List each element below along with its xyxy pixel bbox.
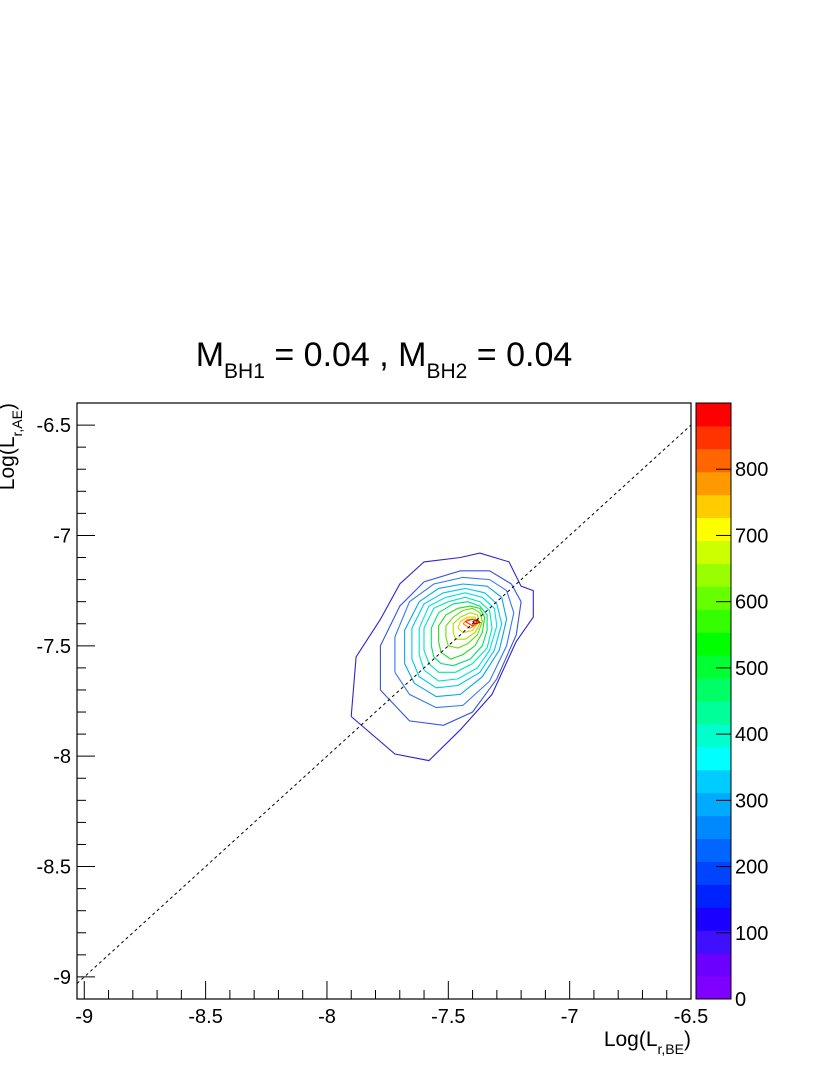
color-scale: 0 100 200 300 400 500 600 700 800 (695, 402, 768, 1011)
color-scale-label: 600 (735, 592, 768, 614)
contour-line-8 (430, 601, 488, 667)
color-band (696, 540, 731, 564)
y-tick-label: -7 (53, 525, 71, 547)
contour-line-15 (472, 619, 482, 625)
contour-line-5 (411, 587, 503, 689)
color-scale-label: 700 (735, 525, 768, 547)
color-scale-label: 200 (735, 857, 768, 879)
color-scale-label: 400 (735, 724, 768, 746)
x-axis: -9 -8.5 -8 -7.5 -7 -6.5 (75, 981, 708, 1028)
y-tick-label: -7.5 (37, 636, 71, 658)
chart-title: MBH1 = 0.04 , MBH2 = 0.04 (196, 336, 573, 383)
color-band (696, 678, 731, 702)
plot-area (76, 402, 692, 1000)
x-axis-label: Log(Lr,BE) (604, 1028, 691, 1057)
color-scale-label: 300 (735, 790, 768, 812)
color-band (696, 769, 731, 794)
y-axis: -6.5 -7 -7.5 -8 -8.5 -9 (37, 402, 95, 989)
color-band (696, 907, 731, 931)
contour-line-10 (445, 607, 483, 649)
x-tick-label: -8 (318, 1006, 336, 1028)
color-scale-frame (695, 402, 732, 1000)
contour-lines (350, 552, 534, 762)
color-band (696, 701, 731, 725)
reference-line (76, 424, 692, 984)
contour-line-2 (379, 570, 522, 726)
color-scale-label: 800 (735, 459, 768, 481)
contour-line-6 (418, 592, 498, 682)
color-band (696, 425, 731, 450)
color-band (696, 930, 731, 954)
color-band (696, 563, 731, 587)
x-tick-label: -6.5 (674, 1006, 708, 1028)
color-band (696, 884, 731, 908)
contour-line-9 (438, 605, 486, 660)
color-band (696, 976, 731, 1000)
color-band (696, 815, 731, 840)
y-tick-label: -8.5 (37, 857, 71, 879)
contour-line-14 (465, 618, 479, 627)
color-band (696, 448, 731, 473)
x-tick-label: -9 (75, 1006, 93, 1028)
color-band (696, 632, 731, 656)
color-band (696, 471, 731, 496)
contour-line-4 (404, 583, 508, 698)
color-band (696, 838, 731, 862)
color-band (696, 609, 731, 633)
x-tick-label: -7 (561, 1006, 579, 1028)
x-tick-label: -8.5 (188, 1006, 222, 1028)
color-band (696, 723, 731, 748)
color-scale-label: 500 (735, 658, 768, 680)
color-band (696, 517, 731, 542)
color-scale-label: 0 (735, 989, 746, 1011)
color-band (696, 403, 731, 427)
contour-line-7 (423, 596, 493, 673)
color-band (696, 792, 731, 817)
y-axis-label: Log(Lr,AE) (0, 403, 25, 490)
diagonal-dashed-line (76, 424, 692, 984)
y-tick-label: -8 (53, 746, 71, 768)
y-tick-label: -9 (53, 967, 71, 989)
color-band (696, 861, 731, 885)
contour-line-11 (452, 612, 481, 640)
color-band (696, 586, 731, 610)
color-band (696, 655, 731, 679)
contour-line-3 (394, 576, 515, 709)
contour-line-1 (350, 552, 534, 762)
color-band (696, 494, 731, 519)
color-band (696, 953, 731, 977)
color-band (696, 746, 731, 771)
x-tick-label: -7.5 (431, 1006, 465, 1028)
color-scale-label: 100 (735, 923, 768, 945)
y-tick-label: -6.5 (37, 415, 71, 437)
